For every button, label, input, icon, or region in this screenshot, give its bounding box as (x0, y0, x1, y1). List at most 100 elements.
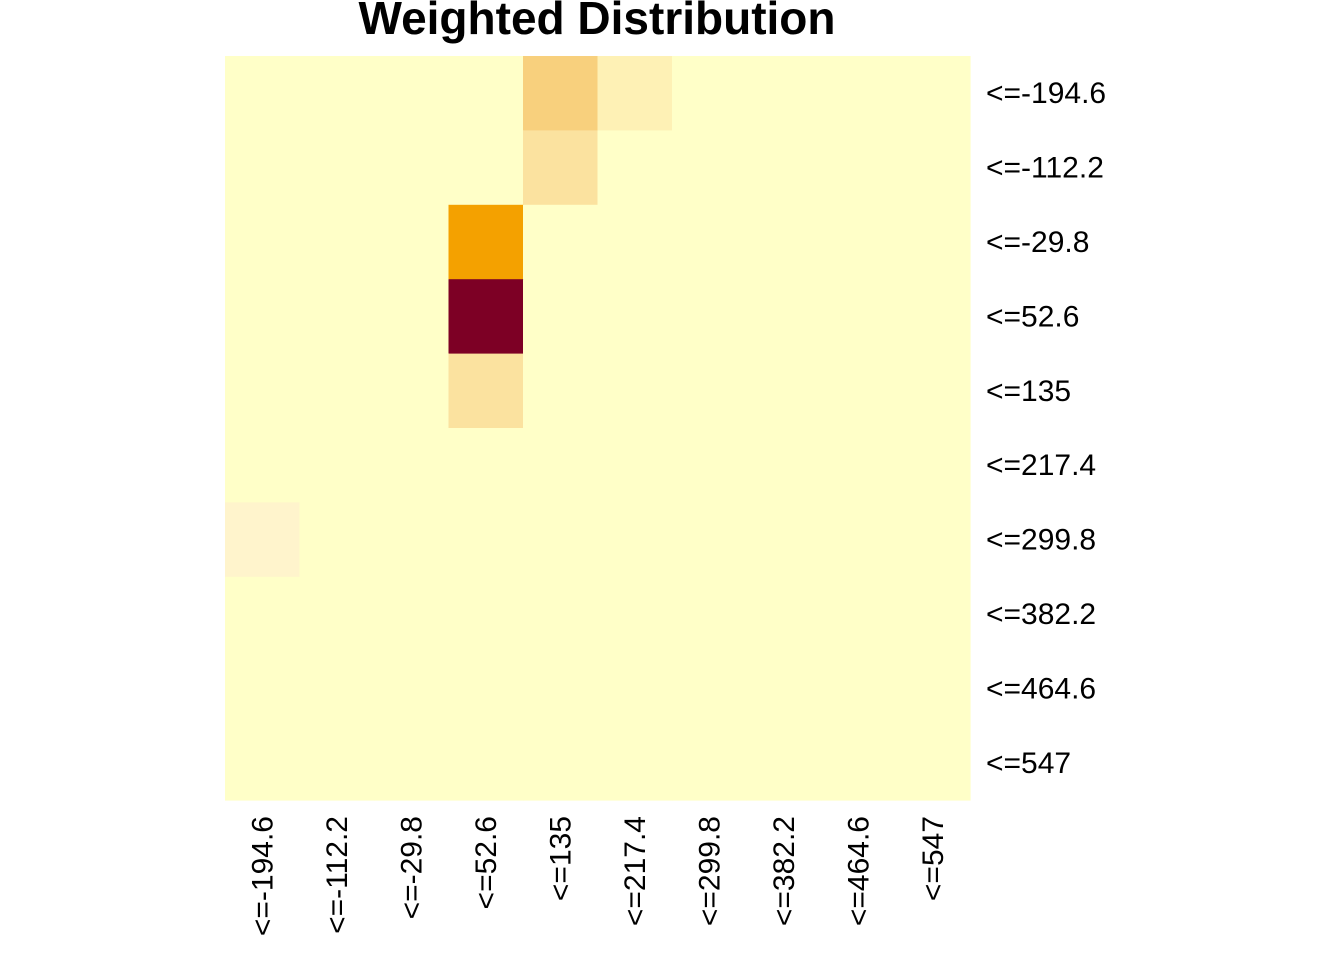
heatmap-cell (523, 651, 599, 727)
y-tick-label: <=135 (986, 375, 1071, 408)
heatmap-cell (299, 204, 375, 280)
heatmap-cell (746, 279, 822, 355)
x-tick-label: <=135 (544, 816, 577, 901)
heatmap-cell (448, 576, 524, 652)
heatmap-cell (895, 56, 971, 131)
heatmap-cell (597, 725, 673, 801)
heatmap-cell (523, 279, 599, 355)
heatmap-cell (225, 725, 301, 801)
heatmap-cell (672, 428, 748, 503)
x-tick-label: <=382.2 (768, 816, 801, 926)
heatmap-cell (821, 353, 897, 429)
y-tick-label: <=299.8 (986, 524, 1096, 557)
heatmap-cell (225, 502, 301, 578)
y-tick-label: <=52.6 (986, 300, 1079, 333)
heatmap-cell (448, 279, 524, 355)
heatmap-cell (448, 56, 524, 131)
heatmap-cell (746, 204, 822, 280)
heatmap-cell (299, 130, 375, 206)
heatmap-cell (299, 576, 375, 652)
heatmap-cell (746, 725, 822, 801)
heatmap-cell (523, 353, 599, 429)
heatmap-cell (597, 204, 673, 280)
heatmap-cell (672, 576, 748, 652)
heatmap-cell (225, 130, 301, 206)
heatmap-cell (895, 130, 971, 206)
heatmap-cell (597, 502, 673, 578)
heatmap-cell (523, 130, 599, 206)
x-tick-label: <=-194.6 (246, 816, 279, 936)
heatmap-cell (448, 204, 524, 280)
x-tick-label: <=217.4 (619, 816, 652, 926)
heatmap-cell (672, 279, 748, 355)
heatmap-cell (448, 651, 524, 727)
heatmap-cell (597, 353, 673, 429)
heatmap-cell (225, 651, 301, 727)
heatmap-cell (225, 204, 301, 280)
x-tick-label: <=-112.2 (321, 816, 354, 934)
heatmap-cell (374, 502, 450, 578)
heatmap-cell (746, 502, 822, 578)
heatmap-cell (299, 502, 375, 578)
heatmap-cell (374, 353, 450, 429)
heatmap-cell (374, 130, 450, 206)
heatmap-cell (746, 651, 822, 727)
heatmap-cell (672, 130, 748, 206)
heatmap-cell (821, 130, 897, 206)
heatmap-cell (895, 651, 971, 727)
heatmap-cell (597, 576, 673, 652)
heatmap-cell (299, 56, 375, 131)
heatmap-cell (448, 130, 524, 206)
heatmap-cell (523, 725, 599, 801)
heatmap-cell (299, 651, 375, 727)
heatmap-cell (746, 576, 822, 652)
heatmap-cell (746, 56, 822, 131)
heatmap-cell (597, 651, 673, 727)
heatmap-cell (746, 130, 822, 206)
heatmap-cell (821, 725, 897, 801)
heatmap-cell (374, 576, 450, 652)
heatmap-cell (895, 576, 971, 652)
y-tick-label: <=382.2 (986, 598, 1096, 631)
heatmap-cell (448, 428, 524, 503)
heatmap-cell (672, 651, 748, 727)
heatmap-cell (374, 204, 450, 280)
heatmap-cell (895, 428, 971, 503)
heatmap-cell (523, 204, 599, 280)
y-tick-label: <=464.6 (986, 672, 1096, 705)
heatmap-cell (597, 428, 673, 503)
chart-title: Weighted Distribution (358, 0, 835, 44)
heatmap-cell (225, 576, 301, 652)
y-tick-labels: <=-194.6 <=-112.2 <=-29.8 <=52.6 <=135 <=217.… (986, 77, 1106, 780)
heatmap-cell (448, 725, 524, 801)
heatmap-cell (448, 353, 524, 429)
heatmap-cell (299, 279, 375, 355)
heatmap-cell (895, 502, 971, 578)
heatmap-cell (523, 56, 599, 131)
heatmap-cell (299, 725, 375, 801)
heatmap-cell (821, 651, 897, 727)
heatmap-cell (895, 279, 971, 355)
heatmap-cell (821, 428, 897, 503)
heatmap-cell (821, 204, 897, 280)
x-tick-label: <=299.8 (693, 816, 726, 926)
heatmap-cell (821, 279, 897, 355)
heatmap-cell (672, 353, 748, 429)
heatmap-cell (299, 428, 375, 503)
heatmap-cell (225, 353, 301, 429)
heatmap-cell (225, 279, 301, 355)
heatmap-cell (672, 204, 748, 280)
heatmap-cell (523, 576, 599, 652)
heatmap-cell (374, 428, 450, 503)
heatmap-cell (821, 576, 897, 652)
heatmap-cell (746, 428, 822, 503)
x-tick-label: <=464.6 (842, 816, 875, 926)
y-tick-label: <=547 (986, 747, 1071, 780)
heatmap-cell (299, 353, 375, 429)
heatmap-cell (374, 725, 450, 801)
heatmap-cell (672, 56, 748, 131)
heatmap-cell (523, 502, 599, 578)
heatmap-cell (895, 725, 971, 801)
x-tick-label: <=547 (917, 816, 950, 901)
